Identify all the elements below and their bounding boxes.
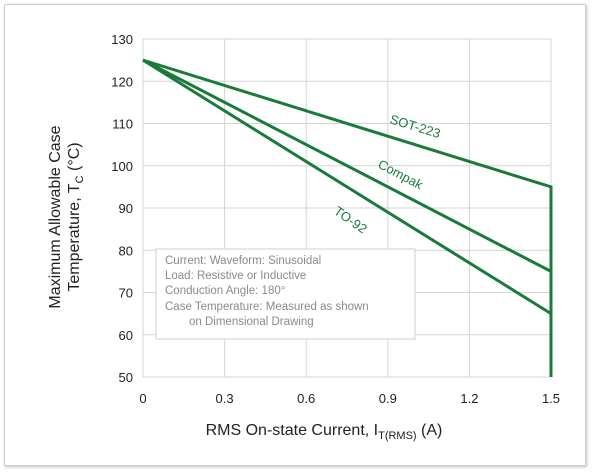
- note-line: Case Temperature: Measured as shown: [165, 301, 369, 313]
- y-tick-label: 90: [119, 201, 133, 216]
- y-axis-title-line1: Maximum Allowable Case: [47, 125, 64, 308]
- x-tick-label: 0.6: [297, 391, 315, 406]
- y-tick-label: 50: [119, 370, 133, 385]
- y-tick-label: 60: [119, 328, 133, 343]
- y-tick-label: 110: [112, 117, 133, 132]
- note-line: on Dimensional Drawing: [189, 316, 314, 328]
- x-tick-label: 0.9: [379, 391, 397, 406]
- x-axis-title: RMS On-state Current, IT(RMS) (A): [206, 422, 443, 442]
- y-tick-label: 120: [111, 74, 133, 89]
- y-tick-label: 100: [111, 159, 133, 174]
- series-label-sot223: SOT-223: [388, 112, 442, 142]
- conditions-note-box: [155, 248, 416, 340]
- x-tick-label: 0.3: [216, 391, 234, 406]
- series-line-compak: [142, 58, 552, 273]
- note-line: Conduction Angle: 180°: [165, 285, 285, 297]
- conditions-note: Current: Waveform: Sinusoidal Load: Resi…: [155, 248, 416, 340]
- y-tick-label: 130: [111, 32, 133, 47]
- x-tick-label: 0: [139, 391, 146, 406]
- x-tick-label: 1.5: [542, 391, 560, 406]
- note-line: Load: Resistive or Inductive: [165, 270, 306, 282]
- y-tick-label: 80: [119, 243, 133, 258]
- series-label-compak: Compak: [376, 156, 426, 192]
- series-line-to92: [142, 58, 552, 315]
- y-axis-title: Maximum Allowable Case Temperature, TC (…: [47, 125, 86, 308]
- y-tick-labels: 50 60 70 80 90 100 110 120 130: [111, 32, 133, 385]
- chart-frame: 50 60 70 80 90 100 110 120 130 0 0.3 0.6 0.9 1.2 1.5 …: [4, 4, 586, 466]
- note-line: Current: Waveform: Sinusoidal: [165, 255, 321, 267]
- y-tick-label: 70: [119, 286, 133, 301]
- x-tick-labels: 0 0.3 0.6 0.9 1.2 1.5: [139, 391, 560, 406]
- series-lines: [142, 58, 553, 377]
- y-axis-title-line2: Temperature, TC (°C): [66, 142, 86, 291]
- x-tick-label: 1.2: [460, 391, 478, 406]
